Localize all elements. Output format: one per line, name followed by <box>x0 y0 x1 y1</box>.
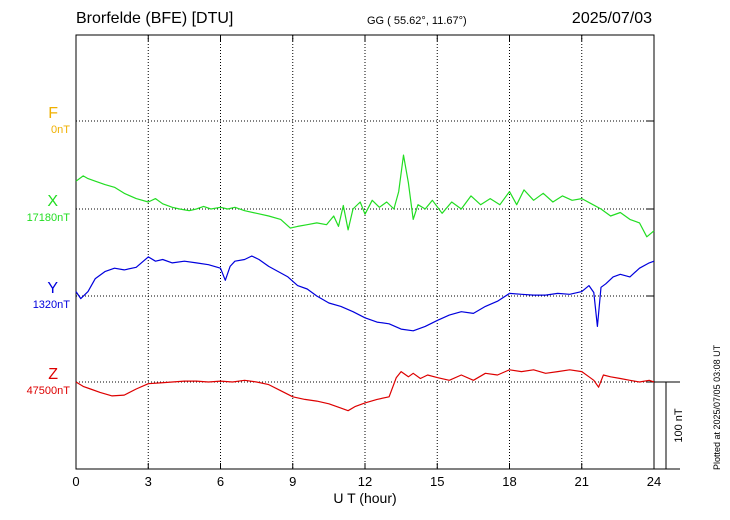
x-tick-label: 3 <box>145 474 152 489</box>
x-tick-label: 12 <box>358 474 372 489</box>
channel-name-f: F <box>48 105 58 122</box>
series-line-x <box>75 154 655 238</box>
x-axis-ticks: 0 3 6 9 12 15 18 21 24 <box>72 35 661 489</box>
x-tick-label: 0 <box>72 474 79 489</box>
channel-name-y: Y <box>47 280 58 297</box>
coordinates-label: GG ( 55.62°, 11.67°) <box>367 15 467 27</box>
x-tick-label: 24 <box>647 474 661 489</box>
x-axis-label: U T (hour) <box>333 490 396 506</box>
scale-bar-label: 100 nT <box>673 408 685 443</box>
channel-baseline-f: 0nT <box>51 124 70 136</box>
series-lines <box>75 154 655 412</box>
grid-lines <box>76 35 654 469</box>
channel-baseline-x: 17180nT <box>26 212 70 224</box>
x-tick-label: 9 <box>289 474 296 489</box>
channel-name-z: Z <box>48 366 58 383</box>
x-tick-label: 15 <box>430 474 444 489</box>
x-tick-label: 21 <box>575 474 589 489</box>
plotted-timestamp: Plotted at 2025/07/05 03:08 UT <box>712 344 722 470</box>
scale-bar: 100 nT <box>654 381 685 470</box>
series-line-y <box>75 255 655 332</box>
x-tick-label: 6 <box>217 474 224 489</box>
channel-baseline-z: 47500nT <box>26 385 70 397</box>
x-tick-label: 18 <box>502 474 516 489</box>
channel-baseline-y: 1320nT <box>32 299 70 311</box>
series-line-z <box>75 369 655 412</box>
date-label: 2025/07/03 <box>571 10 652 27</box>
channel-name-x: X <box>47 193 58 210</box>
station-title: Brorfelde (BFE) [DTU] <box>76 10 234 27</box>
